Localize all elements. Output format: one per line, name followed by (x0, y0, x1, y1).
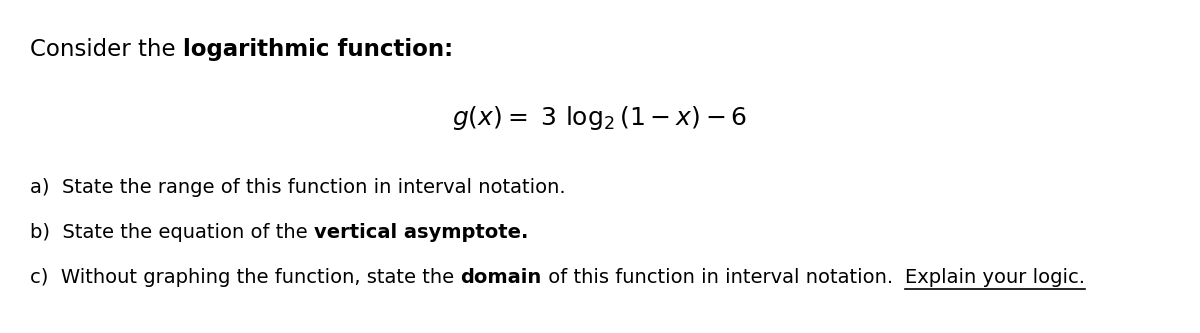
Text: Consider the: Consider the (30, 38, 182, 61)
Text: domain: domain (461, 268, 541, 287)
Text: Explain your logic.: Explain your logic. (905, 268, 1085, 287)
Text: a)  State the range of this function in interval notation.: a) State the range of this function in i… (30, 178, 565, 197)
Text: c)  Without graphing the function, state the: c) Without graphing the function, state … (30, 268, 461, 287)
Text: $g(x) = \ 3\ \log_2(1-x) - 6$: $g(x) = \ 3\ \log_2(1-x) - 6$ (452, 104, 748, 132)
Text: b)  State the equation of the: b) State the equation of the (30, 223, 314, 242)
Text: vertical asymptote.: vertical asymptote. (314, 223, 528, 242)
Text: logarithmic function:: logarithmic function: (182, 38, 454, 61)
Text: of this function in interval notation.: of this function in interval notation. (541, 268, 905, 287)
